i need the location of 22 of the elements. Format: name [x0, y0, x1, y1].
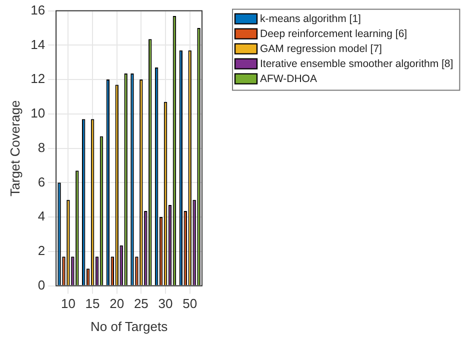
- y-tick-label: 12: [30, 71, 46, 86]
- legend-label: k-means algorithm [1]: [260, 13, 362, 26]
- y-tick-label: 16: [30, 2, 46, 18]
- x-tick-label: 30: [158, 296, 173, 312]
- y-tick-label: 14: [30, 36, 46, 52]
- legend-label: GAM regression model [7]: [260, 43, 382, 56]
- legend-label: AFW-DHOA: [260, 73, 317, 86]
- legend-label: Iterative ensemble smoother algorithm [8]: [260, 58, 454, 70]
- x-tick-label: 15: [85, 296, 100, 312]
- y-tick-label: 10: [30, 106, 46, 121]
- y-tick-label: 6: [38, 174, 46, 190]
- x-tick-label: 10: [60, 296, 76, 312]
- y-tick-label: 0: [38, 277, 46, 292]
- y-tick-label: 8: [38, 140, 46, 155]
- y-tick-label: 4: [38, 208, 46, 224]
- y-tick-label: 2: [38, 243, 46, 258]
- x-axis-title: No of Targets: [90, 318, 168, 334]
- x-tick-label: 50: [182, 296, 198, 312]
- x-tick-label: 25: [134, 296, 148, 312]
- legend-label: Deep reinforcement learning [6]: [260, 28, 408, 40]
- x-tick-label: 20: [110, 296, 124, 312]
- y-axis-title: Target Coverage: [7, 100, 22, 196]
